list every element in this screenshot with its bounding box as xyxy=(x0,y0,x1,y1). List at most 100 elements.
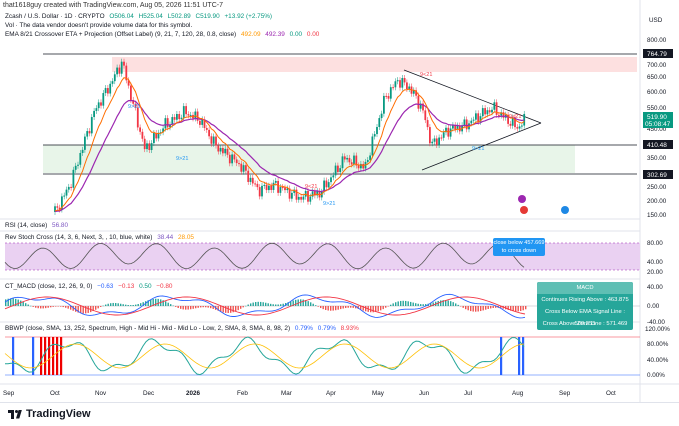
candle-body xyxy=(366,160,369,162)
candle-body xyxy=(104,88,107,94)
candle-body xyxy=(215,136,217,146)
macd-legend[interactable]: CT_MACD (close, 12, 26, 9, 0) −0.63 −0.1… xyxy=(5,283,173,290)
candle-body xyxy=(415,90,417,96)
candle-body xyxy=(327,182,330,188)
svg-text:Jun: Jun xyxy=(419,390,430,397)
candle-body xyxy=(146,143,148,150)
candle-body xyxy=(210,136,213,144)
ema-legend[interactable]: EMA 8/21 Crossover ETA + Projection (Off… xyxy=(5,31,320,38)
macd-bar xyxy=(405,300,407,306)
candle-body xyxy=(311,191,314,197)
macd-bar xyxy=(372,306,374,313)
macd-bar xyxy=(25,303,27,306)
macd-bar xyxy=(20,300,22,306)
rsi-legend[interactable]: RSI (14, close) 56.80 xyxy=(5,222,69,229)
chart-canvas[interactable]: 9>21 9>21 9<21 9>21 9<21 9>21 9<21 USD 8… xyxy=(0,0,679,402)
ema-fast-line xyxy=(54,77,525,212)
macd-bar xyxy=(210,306,212,309)
macd-bar xyxy=(42,306,44,309)
candle-body xyxy=(169,124,171,128)
macd-bar xyxy=(277,304,279,306)
bbwp-extreme-bar xyxy=(40,337,43,375)
candle-body xyxy=(458,125,461,132)
candle-body xyxy=(334,165,337,176)
candle-body xyxy=(387,96,390,99)
candle-body xyxy=(475,113,477,120)
macd-bar xyxy=(185,306,187,310)
macd-bar xyxy=(197,306,199,308)
candle-body xyxy=(178,113,181,120)
macd-bar xyxy=(272,304,274,306)
macd-bar xyxy=(370,306,372,313)
macd-bar xyxy=(465,306,467,310)
candle-body xyxy=(493,102,496,110)
candle-body xyxy=(74,165,77,170)
event-icons[interactable] xyxy=(518,195,569,214)
macd-bar xyxy=(492,306,494,308)
macd-bar xyxy=(175,306,177,307)
open-value: O506.04 xyxy=(109,13,134,20)
bbwp-legend[interactable]: BBWP (close, SMA, 13, 252, Spectrum, Hig… xyxy=(5,325,359,332)
candle-body xyxy=(325,180,328,188)
candle-body xyxy=(90,117,93,134)
ema-legend-label[interactable]: EMA 8/21 Crossover ETA + Projection (Off… xyxy=(5,31,237,38)
candle-body xyxy=(454,125,457,130)
candle-body xyxy=(277,180,279,193)
candle-body xyxy=(107,88,109,94)
svg-text:800.00: 800.00 xyxy=(647,37,667,44)
candle-body xyxy=(201,119,204,125)
macd-bar xyxy=(190,306,192,310)
candle-body xyxy=(180,117,183,120)
price-axis[interactable]: USD 800.00 700.00 650.00 600.00 550.00 4… xyxy=(643,17,673,219)
macd-bar xyxy=(467,306,469,311)
support-zone xyxy=(43,145,575,173)
candle-body xyxy=(412,90,415,94)
macd-bar xyxy=(295,299,297,306)
time-axis[interactable]: Sep Oct Nov Dec 2026 Feb Mar Apr May Jun… xyxy=(3,390,616,397)
macd-bar xyxy=(415,303,417,306)
tradingview-brand: TradingView xyxy=(26,408,91,420)
candle-body xyxy=(109,83,112,94)
candle-body xyxy=(247,170,250,182)
svg-text:40.00: 40.00 xyxy=(647,284,663,291)
candle-body xyxy=(516,127,519,129)
bbwp-extreme-bar xyxy=(44,337,47,375)
bbwp-extreme-bars xyxy=(12,337,525,375)
macd-bar xyxy=(495,306,497,308)
svg-text:40.00%: 40.00% xyxy=(647,357,669,364)
macd-line xyxy=(4,293,526,319)
candle-body xyxy=(224,148,227,154)
candle-body xyxy=(346,157,348,160)
svg-text:Apr: Apr xyxy=(326,390,336,397)
symbol-name[interactable]: Zcash / U.S. Dollar · 1D · CRYPTO xyxy=(5,13,105,20)
rev-stoch-legend[interactable]: Rev Stoch Cross (14, 3, 6, Next, 3, , 10… xyxy=(5,234,194,241)
macd-bar xyxy=(125,304,127,306)
macd-bar xyxy=(52,306,54,307)
macd-bar xyxy=(525,306,527,310)
macd-bar xyxy=(470,306,472,312)
candle-body xyxy=(196,111,199,121)
macd-bar xyxy=(60,306,62,307)
candle-body xyxy=(300,196,302,200)
macd-bar xyxy=(27,304,29,306)
candle-body xyxy=(486,110,489,115)
macd-bar xyxy=(105,304,107,306)
macd-bar xyxy=(352,306,354,308)
candle-body xyxy=(376,127,378,135)
candle-body xyxy=(360,163,362,169)
tradingview-logo[interactable]: TradingView xyxy=(8,408,91,420)
macd-bar xyxy=(162,300,164,306)
symbol-legend[interactable]: Zcash / U.S. Dollar · 1D · CRYPTO O506.0… xyxy=(5,13,275,20)
svg-text:40.00: 40.00 xyxy=(647,259,663,266)
macd-bar xyxy=(132,305,134,306)
candle-body xyxy=(449,128,452,137)
macd-bar xyxy=(187,306,189,310)
macd-bar xyxy=(220,306,222,312)
candle-body xyxy=(481,108,484,117)
candle-body xyxy=(401,78,404,88)
candle-body xyxy=(488,110,491,113)
candle-body xyxy=(422,103,424,111)
indicator-axes[interactable]: 80.00 40.00 20.00 40.00 0.00 -40.00 120.… xyxy=(645,240,670,379)
macd-bar xyxy=(155,298,157,306)
macd-bar xyxy=(50,306,52,308)
